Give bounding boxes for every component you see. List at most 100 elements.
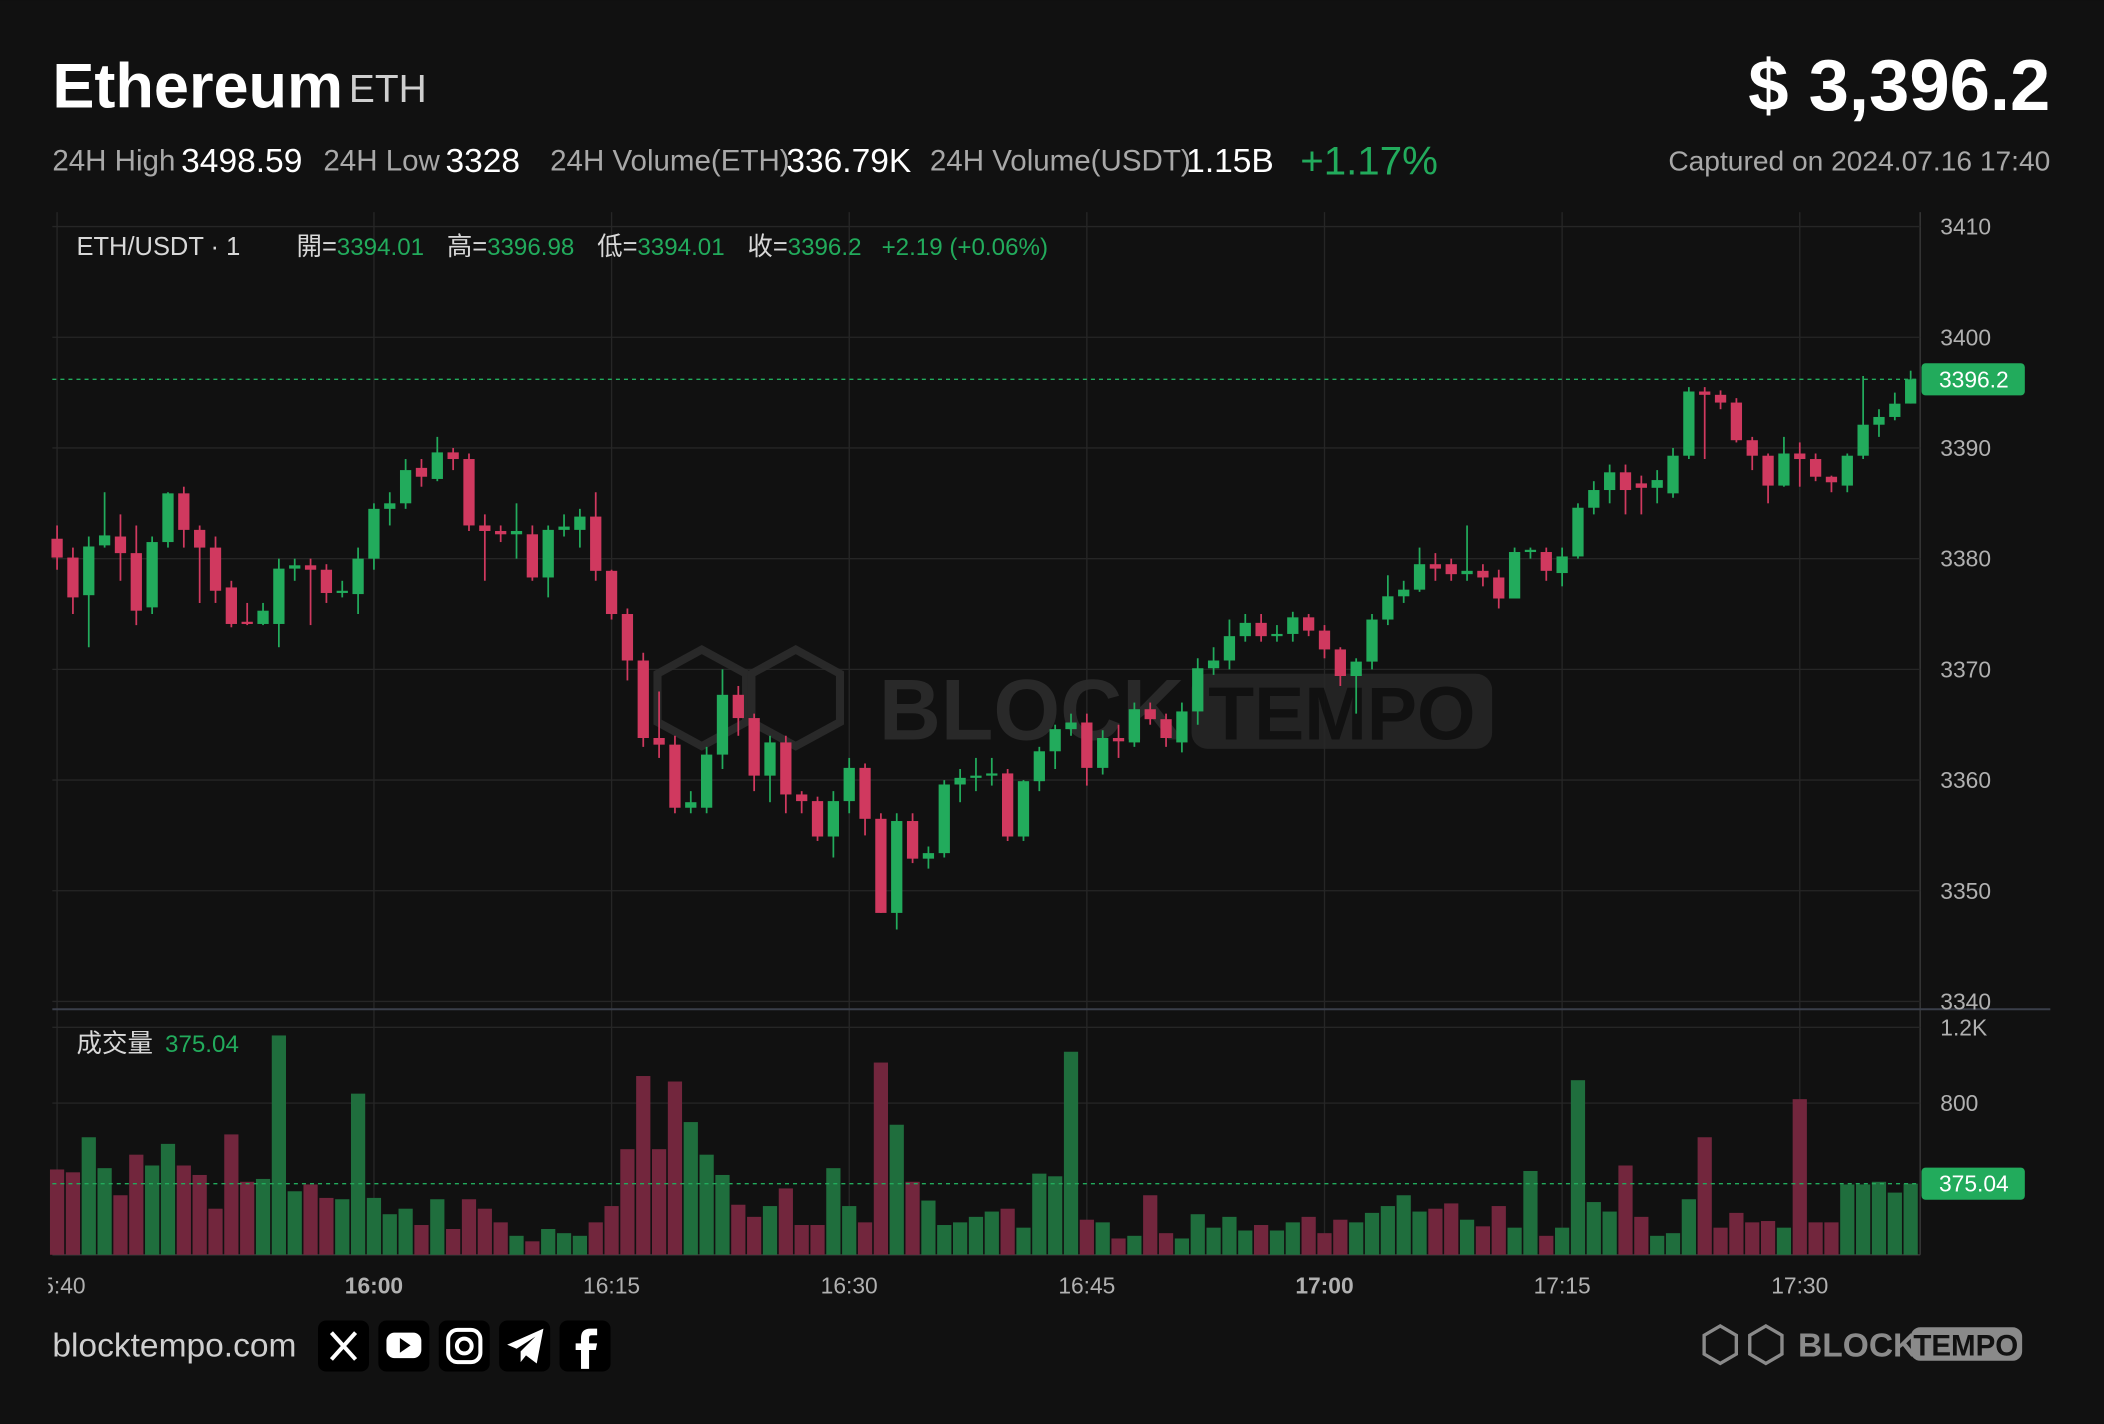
candle-body: [273, 568, 285, 624]
candle-body: [558, 526, 570, 530]
volume-bar: [414, 1225, 429, 1255]
x-tick-label: 16:00: [345, 1273, 403, 1299]
candle-body: [1905, 379, 1917, 404]
candle-body: [716, 694, 729, 755]
candle-body: [526, 534, 538, 578]
volume-bar: [1555, 1227, 1570, 1255]
volume-bar: [129, 1154, 144, 1255]
volume-bar: [1491, 1206, 1506, 1255]
candle-body: [447, 452, 459, 460]
logo-text: TEMPO: [1913, 1329, 2018, 1362]
volume-bar: [271, 1035, 286, 1255]
footer-site: blocktempo.com: [52, 1328, 296, 1365]
candle-body: [574, 516, 586, 530]
stat-value: 1.15B: [1186, 143, 1274, 180]
volume-tag-label: 375.04: [1939, 1171, 2009, 1197]
price-tag: [1921, 363, 2025, 396]
candle-body: [1714, 394, 1727, 403]
volume-bar: [1412, 1211, 1427, 1255]
volume-bar: [1903, 1183, 1918, 1255]
volume-bar: [1285, 1222, 1300, 1255]
candle-body: [257, 610, 269, 624]
candle-body: [1382, 596, 1394, 620]
stat-label: 24H Low: [323, 145, 440, 178]
x-tick-label: 17:30: [1771, 1273, 1828, 1299]
candle-body: [1794, 453, 1806, 460]
x-tick-label: 15:40: [29, 1273, 86, 1299]
volume-bar: [1095, 1222, 1110, 1255]
volume-bar: [224, 1134, 239, 1255]
volume-bar: [715, 1174, 730, 1255]
candle-body: [1841, 455, 1853, 486]
candle-body: [1873, 416, 1885, 425]
stat-value: 336.79K: [786, 143, 911, 180]
candle-body: [399, 470, 412, 504]
volume-bar: [1507, 1227, 1522, 1255]
candle-body: [1588, 490, 1600, 508]
candle-body: [764, 742, 776, 776]
candle-body: [1825, 476, 1838, 483]
volume-bar: [826, 1168, 841, 1255]
candle-body: [891, 821, 903, 913]
volume-bar: [350, 1093, 366, 1255]
volume-bar: [49, 1169, 65, 1255]
y-tick-label: 3410: [1940, 214, 1991, 240]
volume-bar: [1570, 1080, 1586, 1255]
volume-bar: [636, 1076, 651, 1255]
volume-bar: [651, 1149, 667, 1255]
legend-value: 3394.01: [637, 234, 724, 261]
volume-bar: [873, 1062, 889, 1255]
candle-body: [225, 587, 237, 624]
volume-bar: [366, 1197, 382, 1255]
volume-bar: [1459, 1219, 1475, 1255]
volume-bar: [1333, 1219, 1348, 1255]
candle-body: [1081, 722, 1093, 768]
volume-bar: [1190, 1214, 1205, 1255]
candle-body: [194, 529, 206, 548]
change: +1.17%: [1300, 139, 1438, 184]
volume-bar: [1475, 1226, 1491, 1255]
volume-bar: [731, 1204, 746, 1255]
candle-body: [495, 530, 507, 535]
x-tick-label: 16:15: [583, 1273, 640, 1299]
footer-logo: BLOCK TEMPO: [1702, 1323, 2023, 1366]
candle-body: [970, 775, 982, 778]
y-tick-label: 1.2K: [1940, 1014, 1987, 1040]
candle-body: [1604, 472, 1616, 491]
y-tick-label: 3390: [1940, 435, 1991, 461]
volume-bar: [620, 1149, 635, 1255]
volume-bar: [430, 1199, 445, 1255]
stat-value: 3328: [445, 143, 520, 180]
volume-bar: [1713, 1227, 1728, 1255]
volume-bar: [1776, 1227, 1792, 1255]
candle-body: [1128, 709, 1141, 743]
candle-body: [479, 525, 491, 531]
volume-bar: [1792, 1099, 1807, 1255]
volume-bar: [810, 1225, 825, 1255]
instagram-lens: [454, 1336, 474, 1356]
candle-body: [431, 452, 443, 479]
candle-body: [1461, 570, 1473, 575]
candle-body: [1334, 649, 1346, 677]
y-tick-label: 800: [1940, 1090, 1978, 1116]
candle-body: [1112, 737, 1125, 742]
candle-body: [1889, 403, 1901, 417]
volume-bar: [572, 1235, 588, 1255]
watermark: BLOCK TEMPO: [653, 645, 1493, 759]
volume-bar: [921, 1200, 936, 1255]
candle-body: [67, 557, 79, 598]
volume-bar: [604, 1206, 619, 1255]
candle-body: [1223, 636, 1236, 661]
volume-bar: [493, 1222, 508, 1255]
volume-bar: [1222, 1216, 1237, 1255]
volume-bar: [842, 1206, 857, 1255]
candle-body: [1207, 660, 1220, 669]
candle-body: [875, 818, 887, 913]
legend-label: 開=: [297, 233, 337, 261]
telegram-icon[interactable]: [499, 1320, 551, 1372]
candle-body: [1857, 424, 1869, 456]
volume-bar: [778, 1188, 793, 1255]
candle-body: [796, 794, 808, 802]
candle-body: [843, 767, 855, 802]
volume-bar: [1174, 1238, 1190, 1255]
